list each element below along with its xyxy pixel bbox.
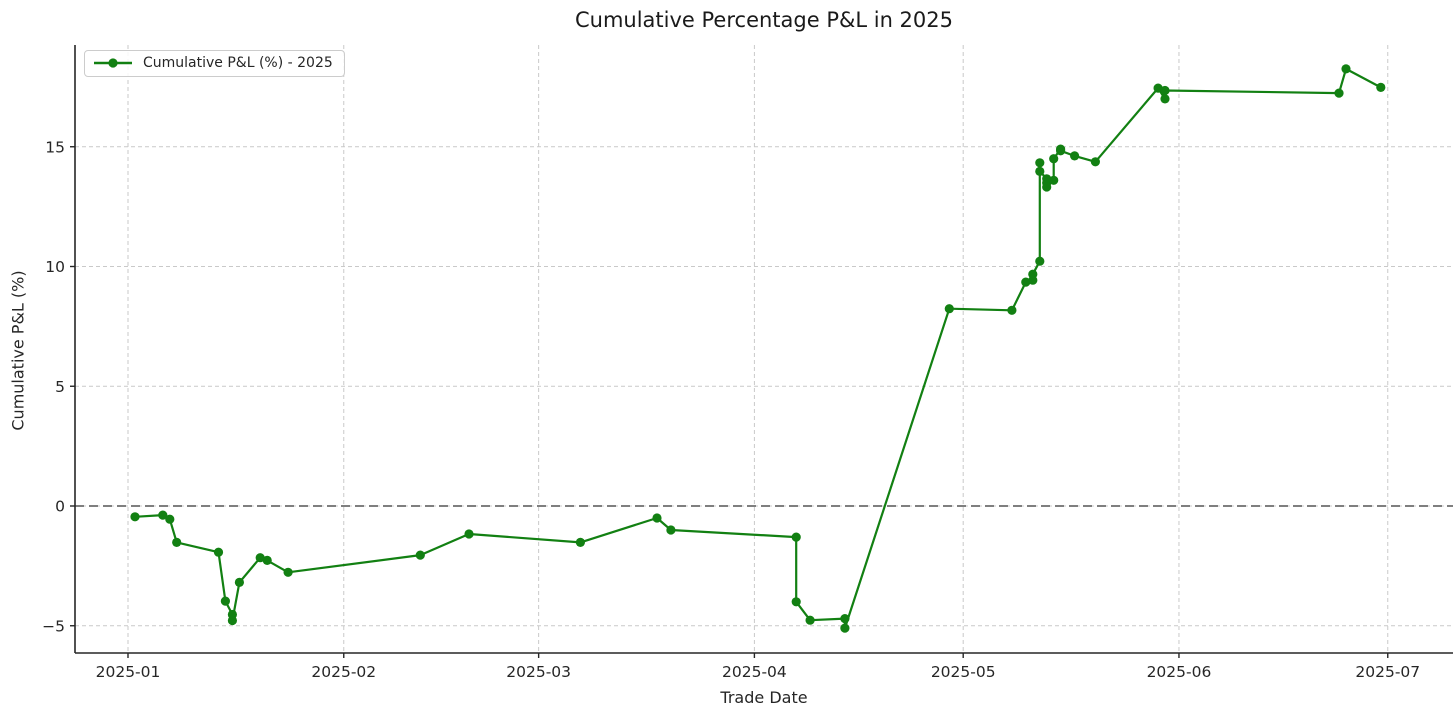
data-point-marker bbox=[234, 577, 244, 588]
data-point-marker bbox=[255, 553, 265, 563]
chart-title: Cumulative Percentage P&L in 2025 bbox=[574, 8, 954, 32]
data-point-marker bbox=[805, 615, 815, 625]
data-point-marker bbox=[1035, 158, 1045, 168]
data-point-marker bbox=[791, 597, 801, 607]
pnl-line bbox=[134, 67, 1382, 630]
x-tick-label: 2025-01 bbox=[96, 663, 161, 681]
data-point-marker bbox=[464, 529, 474, 539]
y-tick-label: 0 bbox=[55, 498, 65, 516]
data-point-marker bbox=[944, 304, 954, 314]
y-tick-label: 15 bbox=[45, 138, 65, 156]
data-point-marker bbox=[666, 525, 676, 535]
legend-line-marker-icon bbox=[94, 58, 132, 68]
data-point-marker bbox=[1341, 64, 1351, 74]
data-point-marker bbox=[1153, 83, 1163, 93]
x-tick-label: 2025-02 bbox=[311, 663, 376, 681]
data-point-marker bbox=[227, 615, 237, 626]
data-point-marker bbox=[1334, 88, 1344, 98]
data-point-marker bbox=[213, 547, 224, 557]
data-point-marker bbox=[652, 513, 662, 523]
data-point-marker bbox=[262, 555, 272, 566]
data-point-marker bbox=[165, 514, 175, 524]
data-point-marker bbox=[172, 537, 182, 548]
x-tick-label: 2025-03 bbox=[506, 663, 571, 681]
data-point-marker bbox=[1049, 175, 1059, 185]
data-point-marker bbox=[1070, 151, 1080, 161]
data-point-marker bbox=[840, 614, 850, 624]
y-tick-label: −5 bbox=[42, 617, 65, 635]
y-tick-label: 10 bbox=[45, 258, 65, 276]
legend-label: Cumulative P&L (%) - 2025 bbox=[143, 55, 333, 71]
data-point-marker bbox=[840, 623, 850, 633]
x-tick-label: 2025-05 bbox=[931, 663, 996, 681]
data-point-marker bbox=[415, 550, 425, 560]
data-point-marker bbox=[1042, 182, 1052, 192]
data-point-marker bbox=[1160, 85, 1170, 96]
data-point-marker bbox=[1028, 269, 1038, 279]
x-tick-label: 2025-07 bbox=[1355, 663, 1420, 681]
data-point-marker bbox=[1090, 157, 1100, 167]
y-tick-label: 5 bbox=[55, 378, 65, 396]
data-point-marker bbox=[1021, 277, 1031, 287]
data-point-marker bbox=[130, 512, 140, 522]
data-point-marker bbox=[1035, 256, 1045, 266]
data-point-marker bbox=[1049, 154, 1059, 164]
data-point-marker bbox=[220, 596, 230, 606]
data-point-marker bbox=[283, 567, 293, 577]
data-point-marker bbox=[791, 532, 801, 542]
data-point-marker bbox=[1056, 146, 1066, 156]
data-point-marker bbox=[1035, 166, 1045, 176]
data-point-marker bbox=[158, 510, 168, 520]
x-axis-label: Trade Date bbox=[720, 688, 808, 707]
data-point-marker bbox=[1007, 305, 1017, 315]
data-point-marker bbox=[575, 537, 586, 548]
data-point-marker bbox=[1160, 94, 1170, 104]
legend: Cumulative P&L (%) - 2025 bbox=[84, 50, 345, 77]
x-tick-label: 2025-04 bbox=[722, 663, 787, 681]
data-point-marker bbox=[1376, 82, 1386, 92]
x-tick-label: 2025-06 bbox=[1147, 663, 1212, 681]
